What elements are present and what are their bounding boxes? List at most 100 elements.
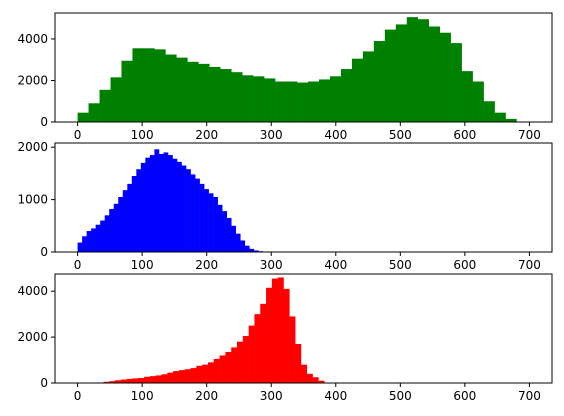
- histogram-bar: [177, 162, 182, 252]
- histogram-bar: [218, 205, 223, 252]
- histogram-panel-1: 0 100 200 300 400 500 600 700 0 2000 4000: [17, 13, 552, 142]
- y-tick-label: 2000: [17, 140, 48, 154]
- histogram-bar: [186, 169, 191, 252]
- histogram-bar: [213, 197, 218, 252]
- histogram-bar: [204, 189, 209, 252]
- histogram-bar: [82, 236, 87, 252]
- histogram-bar: [191, 174, 196, 252]
- x-tick-label: 200: [195, 258, 218, 272]
- histogram-bar: [352, 59, 363, 122]
- histogram-bar: [109, 209, 114, 252]
- y-tick-label: 0: [40, 376, 48, 390]
- histogram-bar: [89, 103, 100, 122]
- histogram-bar: [87, 231, 92, 252]
- histogram-bar: [168, 155, 173, 252]
- histogram-bar: [264, 78, 275, 122]
- histogram-bar: [275, 82, 286, 122]
- x-tick-label: 400: [324, 258, 347, 272]
- histogram-bar: [209, 193, 214, 252]
- histogram-bar: [385, 30, 396, 122]
- x-tick-label: 200: [195, 389, 218, 403]
- histogram-bar: [495, 113, 506, 122]
- y-tick-label: 4000: [17, 284, 48, 298]
- histogram-bar: [132, 48, 143, 122]
- histogram-bar: [136, 169, 141, 252]
- histogram-bar: [78, 243, 83, 252]
- x-tick-label: 300: [260, 128, 283, 142]
- histogram-bar: [200, 184, 205, 252]
- x-tick-label: 500: [389, 389, 412, 403]
- histogram-bar: [209, 67, 220, 122]
- x-tick-label: 500: [389, 128, 412, 142]
- x-tick-label: 0: [74, 258, 82, 272]
- histogram-bar: [118, 197, 123, 252]
- histogram-bar: [231, 72, 242, 122]
- histogram-bar: [330, 76, 341, 122]
- y-tick-label: 0: [40, 115, 48, 129]
- histogram-bar: [145, 158, 150, 252]
- histogram-bar: [242, 75, 253, 122]
- x-tick-label: 600: [453, 258, 476, 272]
- histogram-bar: [214, 359, 220, 383]
- histogram-bar: [473, 82, 484, 122]
- histogram-bar: [100, 90, 111, 122]
- histogram-bar: [363, 51, 374, 122]
- x-tick-label: 400: [324, 128, 347, 142]
- histogram-bar: [295, 344, 301, 383]
- x-tick-label: 600: [453, 128, 476, 142]
- x-tick-label: 100: [131, 389, 154, 403]
- x-tick-label: 600: [453, 389, 476, 403]
- histogram-bar: [132, 176, 137, 252]
- histogram-bar: [105, 215, 110, 252]
- histogram-bar: [138, 378, 144, 383]
- histogram-bar: [127, 184, 132, 252]
- histogram-bar: [91, 228, 96, 252]
- histogram-bar: [150, 376, 156, 383]
- histogram-bar: [396, 24, 407, 122]
- histogram-bar: [429, 27, 440, 123]
- histogram-bar: [253, 76, 264, 122]
- histogram-bar: [243, 336, 249, 383]
- histogram-bar: [278, 277, 284, 383]
- histogram-bar: [249, 326, 255, 383]
- histogram-bar: [236, 234, 241, 252]
- histogram-bar: [308, 82, 319, 122]
- histogram-bar: [154, 149, 159, 252]
- histogram-bar: [227, 218, 232, 252]
- y-tick-label: 2000: [17, 330, 48, 344]
- histogram-bar: [123, 190, 128, 252]
- histogram-bar: [150, 155, 155, 252]
- histogram-bar: [297, 83, 308, 122]
- histogram-bar: [187, 62, 198, 122]
- histogram-bar: [440, 33, 451, 122]
- histogram-bar: [195, 179, 200, 252]
- histogram-bar: [260, 304, 266, 383]
- histogram-bar: [462, 71, 473, 122]
- histogram-bar: [231, 226, 236, 252]
- x-tick-label: 300: [260, 258, 283, 272]
- histogram-panel-3: 0 100 200 300 400 500 600 700 0 2000 4000: [17, 274, 552, 403]
- histogram-bar: [237, 342, 243, 383]
- histogram-bar: [144, 377, 150, 383]
- histogram-bar: [266, 288, 272, 383]
- histogram-bar: [407, 17, 418, 122]
- histogram-bar: [272, 279, 278, 383]
- x-tick-label: 200: [195, 128, 218, 142]
- histogram-bar: [301, 365, 307, 383]
- histogram-bar: [176, 58, 187, 122]
- histogram-bar: [173, 371, 179, 383]
- histogram-bar: [182, 166, 187, 252]
- histogram-bar: [179, 370, 185, 383]
- y-tick-label: 2000: [17, 73, 48, 87]
- histogram-bar: [165, 55, 176, 122]
- histogram-bar: [283, 289, 289, 383]
- histogram-bar: [220, 355, 226, 383]
- histogram-bar: [196, 366, 202, 383]
- histogram-bar: [286, 82, 297, 122]
- histogram-bar: [231, 347, 237, 383]
- y-tick-label: 4000: [17, 32, 48, 46]
- histogram-bar: [374, 41, 385, 122]
- x-tick-label: 0: [74, 128, 82, 142]
- histogram-bar: [208, 362, 214, 383]
